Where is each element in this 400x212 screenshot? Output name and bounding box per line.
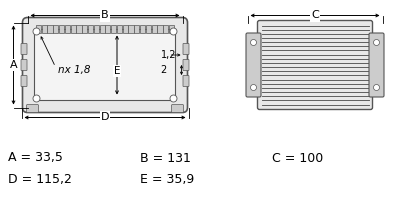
Text: B: B	[101, 11, 109, 21]
FancyBboxPatch shape	[183, 75, 189, 86]
Bar	[47, 25, 52, 32]
Bar	[82, 25, 87, 32]
Bar	[100, 25, 105, 32]
Circle shape	[374, 85, 380, 91]
Bar	[111, 25, 116, 32]
Text: C = 100: C = 100	[272, 152, 323, 165]
Bar	[105, 25, 110, 32]
Circle shape	[33, 95, 40, 102]
FancyBboxPatch shape	[26, 105, 38, 113]
Bar	[94, 25, 99, 32]
Bar	[70, 25, 76, 32]
Circle shape	[374, 39, 380, 46]
Bar	[152, 25, 157, 32]
Bar	[65, 25, 70, 32]
Bar	[59, 25, 64, 32]
FancyBboxPatch shape	[183, 60, 189, 71]
Bar	[169, 25, 174, 32]
Bar	[163, 25, 168, 32]
Text: nx 1,8: nx 1,8	[58, 65, 90, 75]
Bar	[117, 25, 122, 32]
Bar	[128, 25, 134, 32]
Circle shape	[250, 39, 256, 46]
Circle shape	[33, 28, 40, 35]
Text: 2: 2	[160, 65, 167, 75]
Bar	[42, 25, 47, 32]
Text: D: D	[101, 113, 109, 123]
Text: C: C	[311, 11, 319, 21]
Bar	[146, 25, 151, 32]
Bar	[88, 25, 93, 32]
Bar	[53, 25, 58, 32]
Text: B = 131: B = 131	[140, 152, 191, 165]
FancyBboxPatch shape	[172, 105, 184, 113]
Bar	[140, 25, 145, 32]
FancyBboxPatch shape	[258, 21, 372, 110]
FancyBboxPatch shape	[34, 29, 176, 100]
Text: E = 35,9: E = 35,9	[140, 173, 194, 187]
Text: D = 115,2: D = 115,2	[8, 173, 72, 187]
FancyBboxPatch shape	[22, 18, 188, 113]
Bar	[76, 25, 82, 32]
FancyBboxPatch shape	[21, 43, 27, 54]
FancyBboxPatch shape	[246, 33, 261, 97]
Bar	[158, 25, 163, 32]
Circle shape	[170, 95, 177, 102]
Bar	[134, 25, 140, 32]
Text: A = 33,5: A = 33,5	[8, 152, 63, 165]
Bar	[123, 25, 128, 32]
FancyBboxPatch shape	[183, 43, 189, 54]
Circle shape	[170, 28, 177, 35]
FancyBboxPatch shape	[21, 60, 27, 71]
Text: E: E	[114, 66, 120, 76]
Text: 1,2: 1,2	[160, 50, 176, 60]
FancyBboxPatch shape	[369, 33, 384, 97]
FancyBboxPatch shape	[21, 75, 27, 86]
Text: A: A	[10, 60, 17, 70]
Bar	[36, 25, 41, 32]
Circle shape	[250, 85, 256, 91]
